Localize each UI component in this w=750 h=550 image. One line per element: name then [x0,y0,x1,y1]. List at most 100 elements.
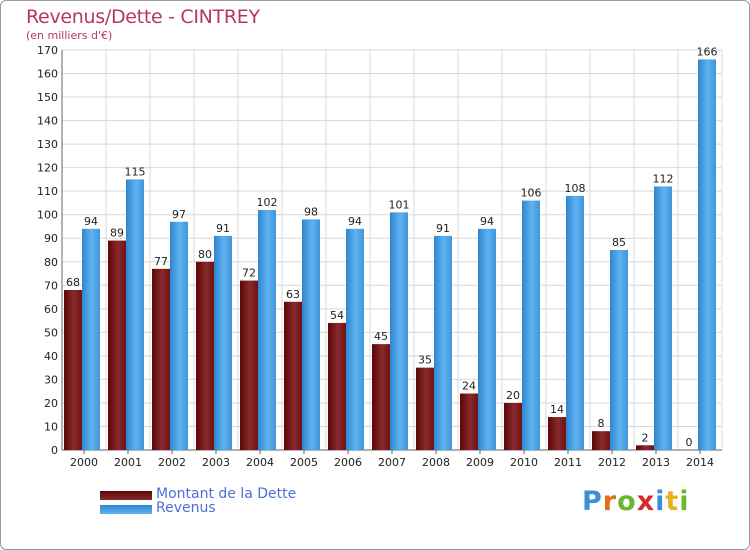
x-tick-label: 2001 [114,456,142,469]
bar-revenus [214,235,232,450]
logo-letter: P [582,486,603,517]
y-tick-label: 10 [44,420,58,433]
y-tick-label: 30 [44,373,58,386]
data-label-dette: 54 [330,309,344,322]
x-tick-label: 2009 [466,456,494,469]
x-tick-label: 2006 [334,456,362,469]
bar-dette [460,393,478,450]
data-label-dette: 80 [198,248,212,261]
y-tick-label: 150 [37,91,58,104]
data-label-dette: 0 [686,436,693,449]
bar-revenus [302,219,320,450]
y-tick-label: 140 [37,115,58,128]
y-tick-label: 40 [44,350,58,363]
legend-label-revenus: Revenus [156,500,216,516]
bar-dette [284,301,302,450]
bar-dette [548,417,566,450]
data-label-dette: 24 [462,380,476,393]
logo-letter: i [655,486,666,517]
x-tick-label: 2014 [686,456,714,469]
x-tick-label: 2002 [158,456,186,469]
x-tick-label: 2013 [642,456,670,469]
legend-swatch-revenus [100,505,152,514]
chart-title: Revenus/Dette - CINTREY [26,6,260,28]
data-label-dette: 63 [286,288,300,301]
y-tick-label: 130 [37,138,58,151]
bar-dette [196,261,214,450]
bar-dette [504,402,522,450]
bar-dette [592,431,610,450]
proxiti-logo: Proxiti [582,486,690,517]
bar-revenus [698,59,716,450]
data-label-revenus: 98 [304,205,318,218]
logo-letter: o [617,486,637,517]
bar-revenus [258,210,276,450]
bar-revenus [390,212,408,450]
data-label-revenus: 91 [216,222,230,235]
y-tick-label: 60 [44,303,58,316]
data-label-revenus: 97 [172,208,186,221]
bars [64,59,716,451]
legend-swatch-dette [100,491,152,500]
bar-revenus [346,228,364,450]
x-tick-label: 2000 [70,456,98,469]
bar-dette [636,445,654,450]
bar-revenus [522,200,540,450]
y-tick-label: 170 [37,44,58,57]
y-tick-label: 90 [44,232,58,245]
data-label-revenus: 91 [436,222,450,235]
bar-dette [108,240,126,450]
data-label-revenus: 112 [653,172,674,185]
bar-revenus [654,186,672,450]
bar-dette [152,268,170,450]
labels: 0102030405060708090100110120130140150160… [37,44,718,469]
data-label-dette: 8 [598,417,605,430]
data-label-revenus: 102 [257,196,278,209]
data-label-dette: 35 [418,354,432,367]
data-label-revenus: 108 [565,182,586,195]
y-tick-label: 120 [37,162,58,175]
y-tick-label: 80 [44,256,58,269]
x-tick-label: 2005 [290,456,318,469]
y-tick-label: 70 [44,279,58,292]
bar-dette [64,290,82,450]
data-label-dette: 20 [506,389,520,402]
bar-revenus [478,228,496,450]
data-label-revenus: 101 [389,198,410,211]
logo-letter: r [602,486,618,517]
legend-label-dette: Montant de la Dette [156,486,297,502]
x-tick-label: 2010 [510,456,538,469]
bar-revenus [610,250,628,450]
chart-subtitle: (en milliers d'€) [26,29,113,42]
data-label-revenus: 94 [480,215,494,228]
data-label-revenus: 94 [348,215,362,228]
y-tick-label: 0 [51,444,58,457]
y-tick-label: 50 [44,326,58,339]
x-tick-label: 2007 [378,456,406,469]
data-label-revenus: 106 [521,187,542,200]
x-tick-label: 2008 [422,456,450,469]
logo-letter: i [679,486,690,517]
data-label-dette: 2 [642,431,649,444]
data-label-dette: 89 [110,227,124,240]
bar-dette [240,280,258,450]
y-tick-label: 20 [44,397,58,410]
bar-dette [328,322,346,450]
x-tick-label: 2011 [554,456,582,469]
y-tick-label: 110 [37,185,58,198]
y-tick-label: 100 [37,209,58,222]
data-label-dette: 45 [374,330,388,343]
bar-revenus [434,235,452,450]
bar-revenus [126,179,144,451]
data-label-dette: 72 [242,267,256,280]
x-tick-label: 2012 [598,456,626,469]
data-label-revenus: 85 [612,236,626,249]
logo-letter: x [636,486,656,517]
data-label-dette: 14 [550,403,564,416]
x-tick-label: 2004 [246,456,274,469]
bar-dette [416,367,434,450]
data-label-dette: 77 [154,255,168,268]
x-tick-label: 2003 [202,456,230,469]
data-label-revenus: 94 [84,215,98,228]
